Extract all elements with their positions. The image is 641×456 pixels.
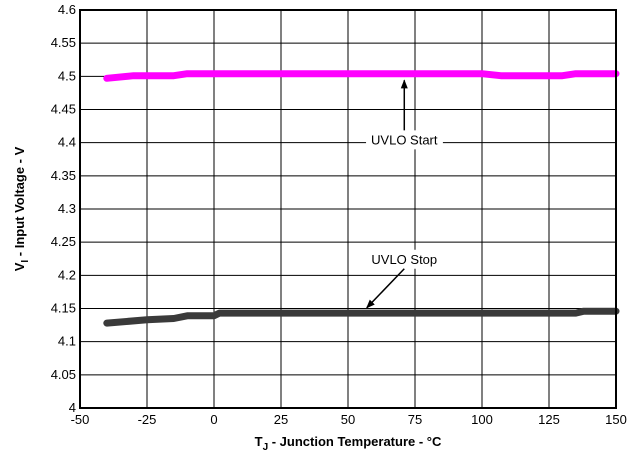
y-axis-label: VI - Input Voltage - V xyxy=(12,146,31,271)
x-tick-label: -25 xyxy=(138,412,157,427)
y-tick-label: 4.4 xyxy=(58,135,76,150)
x-axis-label-subscript: J xyxy=(263,442,269,453)
y-tick-label: 4.35 xyxy=(51,168,76,183)
x-axis-label-rest: - Junction Temperature - °C xyxy=(268,434,442,449)
annotation-label-1: UVLO Start xyxy=(371,132,438,147)
x-tick-label: 100 xyxy=(471,412,493,427)
y-tick-label: 4.55 xyxy=(51,35,76,50)
y-tick-label: 4.45 xyxy=(51,102,76,117)
x-tick-label: -50 xyxy=(71,412,90,427)
x-tick-label: 0 xyxy=(210,412,217,427)
annotation-layer: UVLO Start UVLO Stop xyxy=(366,79,443,309)
x-tick-label: 150 xyxy=(605,412,627,427)
x-axis-label-main: T xyxy=(255,434,263,449)
x-tick-label: 75 xyxy=(408,412,422,427)
x-tick-label: 50 xyxy=(341,412,355,427)
y-axis-label-rest: - Input Voltage - V xyxy=(12,146,27,259)
y-tick-label: 4.1 xyxy=(58,334,76,349)
y-tick-label: 4.3 xyxy=(58,201,76,216)
x-tick-label: 125 xyxy=(538,412,560,427)
annotation-label-background xyxy=(366,130,443,150)
annotation-label-2: UVLO Stop xyxy=(371,252,437,267)
x-tick-labels: -50 -25 0 25 50 75 100 125 150 xyxy=(71,412,627,427)
y-tick-label: 4.15 xyxy=(51,301,76,316)
y-tick-label: 4.05 xyxy=(51,367,76,382)
y-tick-label: 4.5 xyxy=(58,68,76,83)
y-axis-label-subscript: I xyxy=(20,260,31,263)
annotation-arrow-2 xyxy=(366,268,405,309)
x-tick-label: 25 xyxy=(274,412,288,427)
series-layer xyxy=(103,70,620,327)
annotation-label-background xyxy=(366,249,443,269)
y-tick-label: 4.25 xyxy=(51,234,76,249)
y-tick-labels: 4 4.05 4.1 4.15 4.2 4.25 4.3 4.35 4.4 4.45 4.5 4.55… xyxy=(51,2,76,415)
x-axis-label: TJ - Junction Temperature - °C xyxy=(255,434,442,453)
series-line-2 xyxy=(103,307,620,327)
y-tick-label: 4 xyxy=(69,400,76,415)
y-axis-label-main: V xyxy=(12,262,27,271)
plot-frame xyxy=(79,9,617,409)
y-tick-label: 4.6 xyxy=(58,2,76,17)
series-line-1 xyxy=(103,70,620,82)
y-tick-label: 4.2 xyxy=(58,267,76,282)
